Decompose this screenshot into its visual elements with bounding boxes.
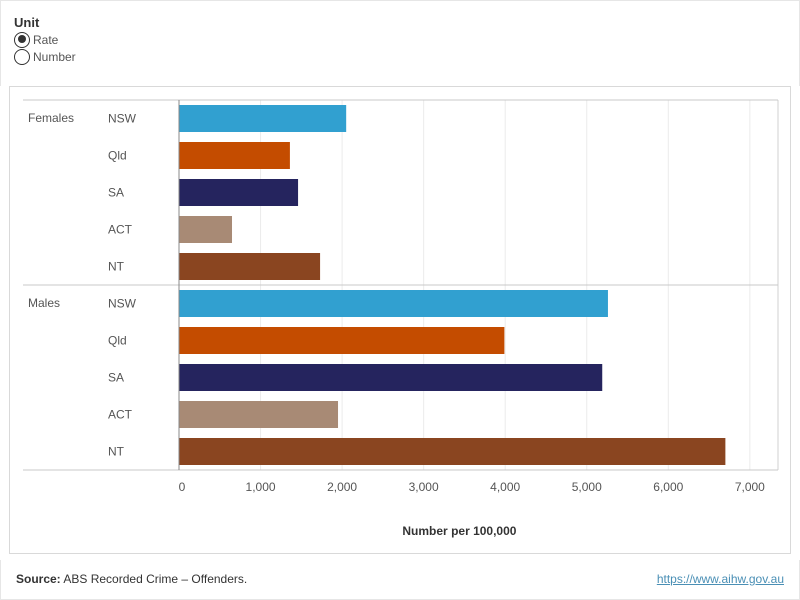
- x-tick-label-3: 3,000: [409, 480, 439, 494]
- row-label-females-act: ACT: [108, 223, 133, 237]
- x-tick-label-2: 2,000: [327, 480, 357, 494]
- unit-option-number[interactable]: Number: [14, 48, 76, 65]
- x-tick-label-6: 6,000: [653, 480, 683, 494]
- row-label-males-qld: Qld: [108, 334, 127, 348]
- row-label-males-sa: SA: [108, 371, 124, 385]
- source-note: Source: ABS Recorded Crime – Offenders.: [16, 572, 247, 586]
- x-axis-title: Number per 100,000: [402, 524, 516, 538]
- bar-chart: Females NSW Qld SA ACT NT Males NSW Qld SA ACT NT 0 1…: [23, 99, 779, 538]
- bar-males-act: [179, 401, 339, 428]
- x-tick-label-1: 1,000: [246, 480, 276, 494]
- group-label-females: Females: [28, 111, 74, 125]
- group-label-males: Males: [28, 296, 60, 310]
- bar-males-nsw: [179, 290, 608, 317]
- unit-title: Unit: [14, 15, 40, 30]
- bar-males-sa: [179, 364, 603, 391]
- bar-females-qld: [179, 142, 290, 169]
- source-label: Source:: [16, 572, 61, 586]
- chart-panel: Females NSW Qld SA ACT NT Males NSW Qld SA ACT NT 0 1…: [9, 86, 791, 554]
- x-tick-label-4: 4,000: [490, 480, 520, 494]
- unit-option-rate[interactable]: Rate: [14, 31, 76, 48]
- source-text: ABS Recorded Crime – Offenders.: [60, 572, 248, 586]
- bar-males-qld: [179, 327, 505, 354]
- aihw-link[interactable]: https://www.aihw.gov.au: [656, 572, 784, 586]
- bar-females-sa: [179, 179, 299, 206]
- row-label-females-nt: NT: [108, 260, 125, 274]
- row-label-males-nt: NT: [108, 445, 125, 459]
- rate-radio[interactable]: [14, 31, 30, 48]
- x-tick-label-5: 5,000: [572, 480, 602, 494]
- rate-radio-label: Rate: [33, 32, 59, 47]
- row-label-females-sa: SA: [108, 186, 124, 200]
- row-label-females-qld: Qld: [108, 149, 127, 163]
- x-tick-label-0: 0: [179, 480, 186, 494]
- row-label-males-act: ACT: [108, 408, 133, 422]
- bar-females-nt: [179, 253, 321, 280]
- row-label-females-nsw: NSW: [108, 112, 137, 126]
- row-label-males-nsw: NSW: [108, 297, 137, 311]
- number-radio-label: Number: [33, 49, 76, 64]
- x-tick-label-7: 7,000: [735, 480, 765, 494]
- bar-females-nsw: [179, 105, 347, 132]
- bar-males-nt: [179, 438, 726, 465]
- number-radio[interactable]: [14, 48, 30, 65]
- filter-panel: Unit Rate Number: [0, 0, 800, 86]
- unit-selector: Unit Rate Number: [14, 15, 76, 65]
- bar-females-act: [179, 216, 233, 243]
